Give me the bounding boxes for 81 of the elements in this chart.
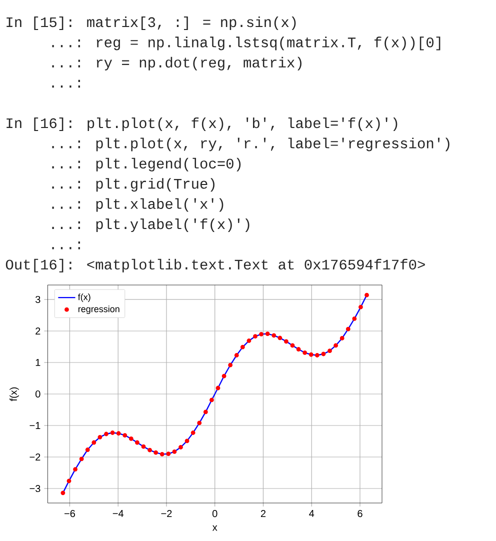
text: ...: plt.grid(True) [52, 178, 214, 192]
point [340, 336, 344, 340]
point [321, 352, 326, 356]
point [98, 434, 102, 440]
text: ...: plt.plot(x, ry, 'r.', label='regression') [52, 138, 450, 152]
x-tick-label: 4 [309, 510, 314, 517]
point [141, 444, 146, 449]
point [73, 467, 78, 472]
text: In [16]: plt.plot(x, f(x), 'b', label='f(x)') [6, 117, 398, 132]
line-series [62, 294, 368, 494]
text: Out[16]: <matplotlib.text.Text at 0x176594f17f0> [6, 258, 425, 272]
point [66, 478, 72, 484]
y-tick-label: −1 [30, 422, 40, 429]
point [92, 440, 96, 445]
point [358, 304, 363, 310]
text: ...: plt.xlabel('x') [52, 198, 224, 212]
point [334, 343, 338, 348]
text: ...: plt.legend(loc=0) [52, 158, 241, 172]
text: ...: [52, 80, 80, 88]
point [290, 343, 295, 348]
x-tick-label: −2 [161, 510, 172, 518]
point [253, 334, 258, 339]
point [154, 450, 158, 455]
text: In [15]: matrix[3, :] = np.sin(x) [6, 16, 296, 30]
point [302, 350, 308, 355]
point [234, 353, 239, 358]
point [184, 438, 190, 444]
y-tick-label: 2 [36, 328, 40, 334]
point [222, 374, 226, 378]
point [135, 440, 140, 445]
point [148, 448, 152, 452]
x-tick-label: 6 [358, 510, 362, 518]
point [190, 430, 196, 435]
y-tick-label: 1 [36, 359, 40, 366]
legend-label: regression [78, 306, 120, 314]
y-tick-label: 0 [35, 390, 40, 398]
point [352, 316, 357, 321]
point [314, 353, 320, 358]
point [172, 449, 177, 454]
text: ...: plt.ylabel('f(x)') [52, 218, 250, 232]
x-tick-label: 2 [260, 510, 266, 518]
point [246, 338, 252, 343]
y-tick-label: −3 [30, 484, 40, 492]
point [166, 452, 171, 456]
x-tick-label: 0 [212, 510, 218, 518]
text: ...: [52, 242, 80, 250]
point [116, 431, 121, 436]
point [79, 456, 84, 462]
text: ...: reg = np.linalg.lstsq(matrix.T, f(x))[0] [52, 36, 440, 50]
y-tick-label: −2 [30, 454, 40, 460]
text: ...: ry = np.dot(reg, matrix) [52, 56, 302, 70]
point [203, 410, 208, 414]
point [160, 452, 164, 456]
point [228, 362, 233, 368]
point [210, 398, 214, 402]
point [346, 326, 350, 332]
point [284, 339, 288, 344]
point [178, 445, 183, 450]
point [308, 352, 314, 357]
point [128, 436, 134, 441]
point [122, 433, 128, 438]
y-tick-label: 3 [35, 296, 40, 304]
point [265, 332, 270, 336]
point [296, 347, 301, 352]
point [272, 333, 276, 338]
point [110, 430, 115, 435]
point [278, 336, 282, 340]
point [216, 386, 220, 390]
point [60, 490, 66, 496]
point [364, 292, 369, 298]
x-tick-label: −4 [112, 510, 124, 517]
point [85, 448, 90, 452]
point [104, 432, 108, 436]
y-axis-title: f(x) [10, 387, 19, 402]
point [197, 420, 202, 426]
point [328, 348, 332, 354]
point [259, 332, 264, 336]
x-tick-label: −6 [64, 510, 75, 518]
point [240, 344, 245, 350]
x-axis-title: x [212, 525, 218, 531]
legend-label: f(x) [78, 294, 90, 302]
